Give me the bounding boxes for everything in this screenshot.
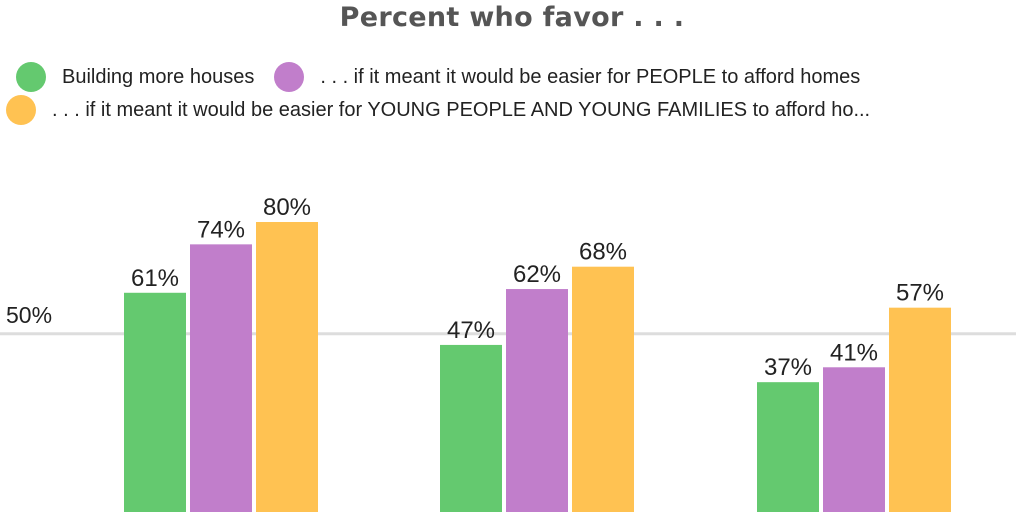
data-label-s3-g1: 80% (263, 194, 311, 221)
bar-s1-g3 (757, 382, 819, 512)
bar-s3-g2 (572, 266, 634, 512)
bar-s2-g1 (190, 244, 252, 512)
data-label-s1-g1: 61% (131, 265, 179, 292)
bar-s1-g1 (124, 292, 186, 512)
data-label-s3-g2: 68% (579, 239, 627, 266)
bar-s3-g1 (256, 222, 318, 512)
legend-swatch-young-families (6, 95, 36, 125)
bar-s3-g3 (889, 307, 951, 512)
legend-swatch-people (274, 62, 305, 92)
data-label-s1-g3: 37% (764, 354, 812, 381)
legend-label-young-families: . . . if it meant it would be easier for… (52, 98, 871, 121)
legend-row-1: Building more houses . . . if it meant i… (16, 60, 860, 94)
legend-row-2: . . . if it meant it would be easier for… (6, 93, 870, 127)
reference-line-label: 50% (6, 302, 52, 328)
bar-s2-g3 (823, 367, 885, 512)
data-label-s1-g2: 47% (447, 317, 495, 344)
chart-title: Percent who favor . . . (339, 2, 685, 33)
legend-label-people: . . . if it meant it would be easier for… (320, 65, 861, 88)
legend-swatch-building (16, 62, 46, 92)
bar-s1-g2 (440, 344, 502, 512)
data-label-s3-g3: 57% (896, 280, 944, 307)
legend-label-building: Building more houses (62, 65, 255, 88)
data-label-s2-g2: 62% (513, 261, 561, 288)
bar-s2-g2 (506, 289, 568, 512)
data-label-s2-g1: 74% (197, 216, 245, 243)
data-label-s2-g3: 41% (830, 339, 878, 366)
